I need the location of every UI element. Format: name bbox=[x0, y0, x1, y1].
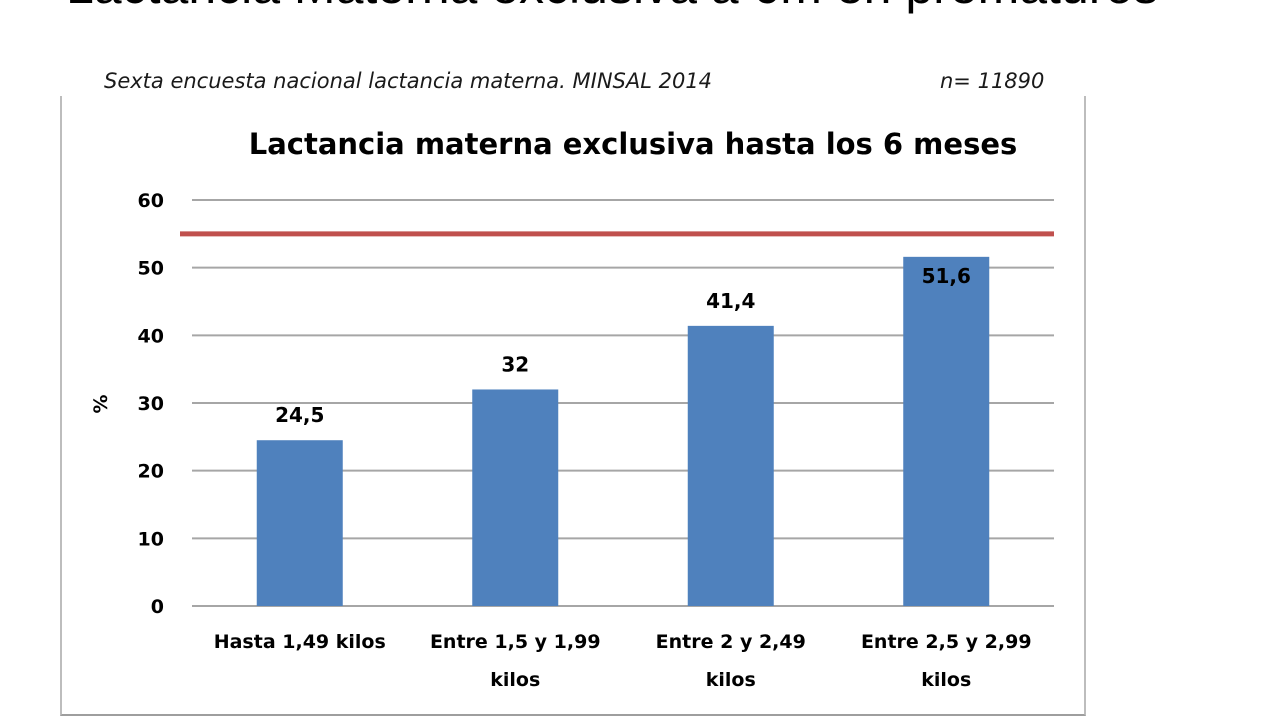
value-label: 32 bbox=[501, 352, 529, 376]
value-labels: 24,5 32 41,4 51,6 bbox=[275, 264, 971, 427]
bar bbox=[472, 389, 559, 606]
value-label: 51,6 bbox=[922, 264, 971, 288]
y-tick-label: 40 bbox=[138, 325, 164, 347]
category-label: kilos bbox=[921, 669, 971, 691]
bar bbox=[256, 440, 343, 606]
chart-title: Lactancia materna exclusiva hasta los 6 … bbox=[249, 127, 1018, 161]
y-axis: 0 10 20 30 40 50 60 bbox=[138, 190, 164, 618]
category-label: Entre 2 y 2,49 bbox=[656, 631, 806, 653]
y-tick-label: 0 bbox=[151, 596, 164, 618]
value-label: 24,5 bbox=[275, 403, 324, 427]
source-caption: Sexta encuesta nacional lactancia matern… bbox=[104, 69, 713, 93]
bar bbox=[903, 256, 990, 606]
bar bbox=[687, 325, 774, 606]
category-label: kilos bbox=[490, 669, 540, 691]
category-label: kilos bbox=[706, 669, 756, 691]
y-tick-label: 60 bbox=[138, 190, 164, 212]
y-axis-label: % bbox=[90, 394, 112, 413]
category-label: Hasta 1,49 kilos bbox=[214, 631, 386, 653]
bar-chart: Lactancia materna exclusiva hasta los 6 … bbox=[90, 127, 1054, 691]
category-label: Entre 2,5 y 2,99 bbox=[861, 631, 1032, 653]
y-tick-label: 50 bbox=[138, 258, 164, 280]
bars bbox=[256, 256, 990, 606]
slide-title: Lactancia Materna exclusiva a 6m en prem… bbox=[66, 0, 1206, 14]
y-tick-label: 30 bbox=[138, 393, 164, 415]
sample-size-caption: n= 11890 bbox=[940, 69, 1045, 93]
chart-frame: Lactancia materna exclusiva hasta los 6 … bbox=[60, 96, 1086, 716]
y-tick-label: 20 bbox=[138, 461, 164, 483]
category-label: Entre 1,5 y 1,99 bbox=[430, 631, 601, 653]
value-label: 41,4 bbox=[706, 289, 755, 313]
y-tick-label: 10 bbox=[138, 528, 164, 550]
category-labels: Hasta 1,49 kilos Entre 1,5 y 1,99 kilos Ent… bbox=[214, 631, 1032, 691]
